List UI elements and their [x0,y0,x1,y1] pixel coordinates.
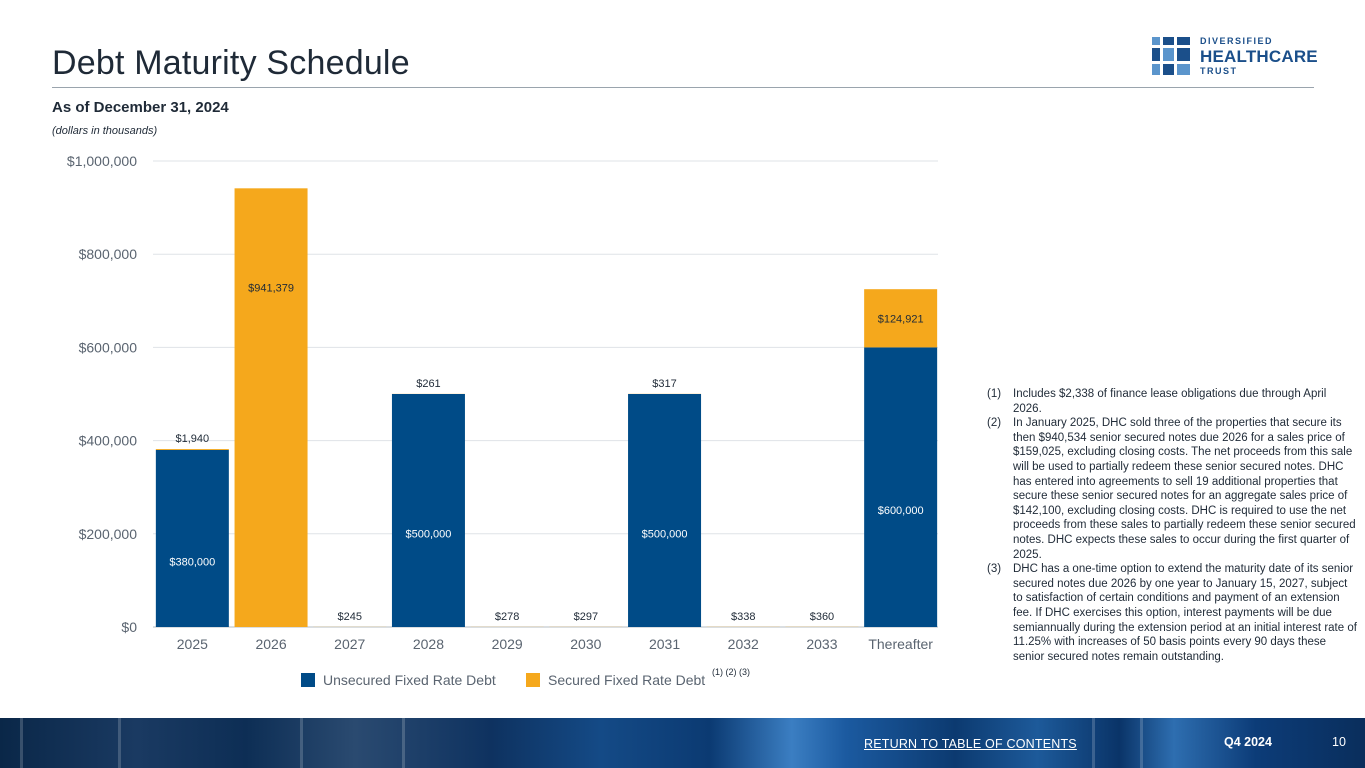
bar-label-secured: $1,940 [176,433,210,445]
x-tick-label: 2032 [728,636,759,652]
bar-unsecured [155,449,229,627]
x-tick-label: 2031 [649,636,680,652]
footnotes: (1) Includes $2,338 of finance lease obl… [987,387,1357,664]
bar-label-secured: $261 [416,378,440,390]
footnote-text: DHC has a one-time option to extend the … [1013,563,1357,663]
x-tick-label: 2030 [570,636,601,652]
bar-unsecured [864,347,938,627]
legend-label-unsecured: Unsecured Fixed Rate Debt [323,672,496,688]
page-number: 10 [1332,735,1346,749]
footer-decoration [300,718,303,768]
footer-decoration [20,718,23,768]
logo-line-3: TRUST [1200,66,1238,76]
company-logo: DIVERSIFIED HEALTHCARE TRUST [1152,36,1322,76]
x-tick-label: 2028 [413,636,444,652]
bar-secured [234,188,308,627]
footnote-2: (2) In January 2025, DHC sold three of t… [987,416,1357,562]
y-tick-label: $600,000 [79,339,138,355]
bar-unsecured [391,394,465,627]
footer-decoration [402,718,405,768]
footnote-text: Includes $2,338 of finance lease obligat… [1013,388,1327,415]
footer-decoration [118,718,121,768]
bar-secured [864,289,938,348]
y-tick-label: $0 [121,619,137,635]
bar-label-secured: $338 [731,611,755,623]
y-tick-label: $200,000 [79,526,138,542]
footnote-number: (3) [987,563,1002,576]
bar-label-unsecured: $380,000 [169,556,215,568]
bar-label-unsecured: $500,000 [642,529,688,541]
footer-decoration [1092,718,1095,768]
bar-label-secured: $360 [810,611,834,623]
bar-label-secured: $124,921 [878,313,924,325]
footnote-3: (3) DHC has a one-time option to extend … [987,562,1357,664]
as-of-date: As of December 31, 2024 [52,99,229,116]
bar-label-secured: $278 [495,611,519,623]
x-tick-label: Thereafter [868,636,933,652]
logo-line-1: DIVERSIFIED [1200,36,1274,46]
bar-label-secured: $297 [574,611,598,623]
x-tick-label: 2033 [806,636,837,652]
x-tick-label: 2026 [255,636,286,652]
bar-unsecured [628,394,702,627]
footnote-number: (2) [987,417,1002,430]
footer-decoration [1140,718,1143,768]
return-to-toc-link[interactable]: RETURN TO TABLE OF CONTENTS [864,737,1077,751]
y-tick-label: $400,000 [79,433,138,449]
bar-secured [155,449,229,450]
legend-footnote-refs: (1) (2) (3) [712,667,750,677]
logo-line-2: HEALTHCARE [1200,47,1318,66]
title-divider [52,87,1314,88]
legend-swatch-secured [526,673,540,687]
y-tick-label: $800,000 [79,246,138,262]
x-tick-label: 2029 [492,636,523,652]
bar-label-unsecured: $500,000 [406,529,452,541]
y-tick-label: $1,000,000 [67,153,137,169]
units-note: (dollars in thousands) [52,125,158,137]
footnote-1: (1) Includes $2,338 of finance lease obl… [987,387,1357,416]
logo-grid-icon [1152,37,1190,75]
legend-swatch-unsecured [301,673,315,687]
bar-label-unsecured: $600,000 [878,505,924,517]
footnote-text: In January 2025, DHC sold three of the p… [1013,417,1356,561]
debt-maturity-chart: $0 $200,000 $400,000 $600,000 $800,000 $1,000… [67,153,938,652]
report-period: Q4 2024 [1224,735,1272,749]
footer-bar: RETURN TO TABLE OF CONTENTS Q4 2024 10 [0,718,1365,768]
bar-label-secured: $317 [652,378,676,390]
page-title: Debt Maturity Schedule [52,44,410,82]
legend-label-secured: Secured Fixed Rate Debt [548,672,706,688]
footnote-number: (1) [987,388,1002,400]
bar-label-secured: $941,379 [248,282,294,294]
x-tick-label: 2025 [177,636,208,652]
bar-label-secured: $245 [338,611,362,623]
x-tick-label: 2027 [334,636,365,652]
